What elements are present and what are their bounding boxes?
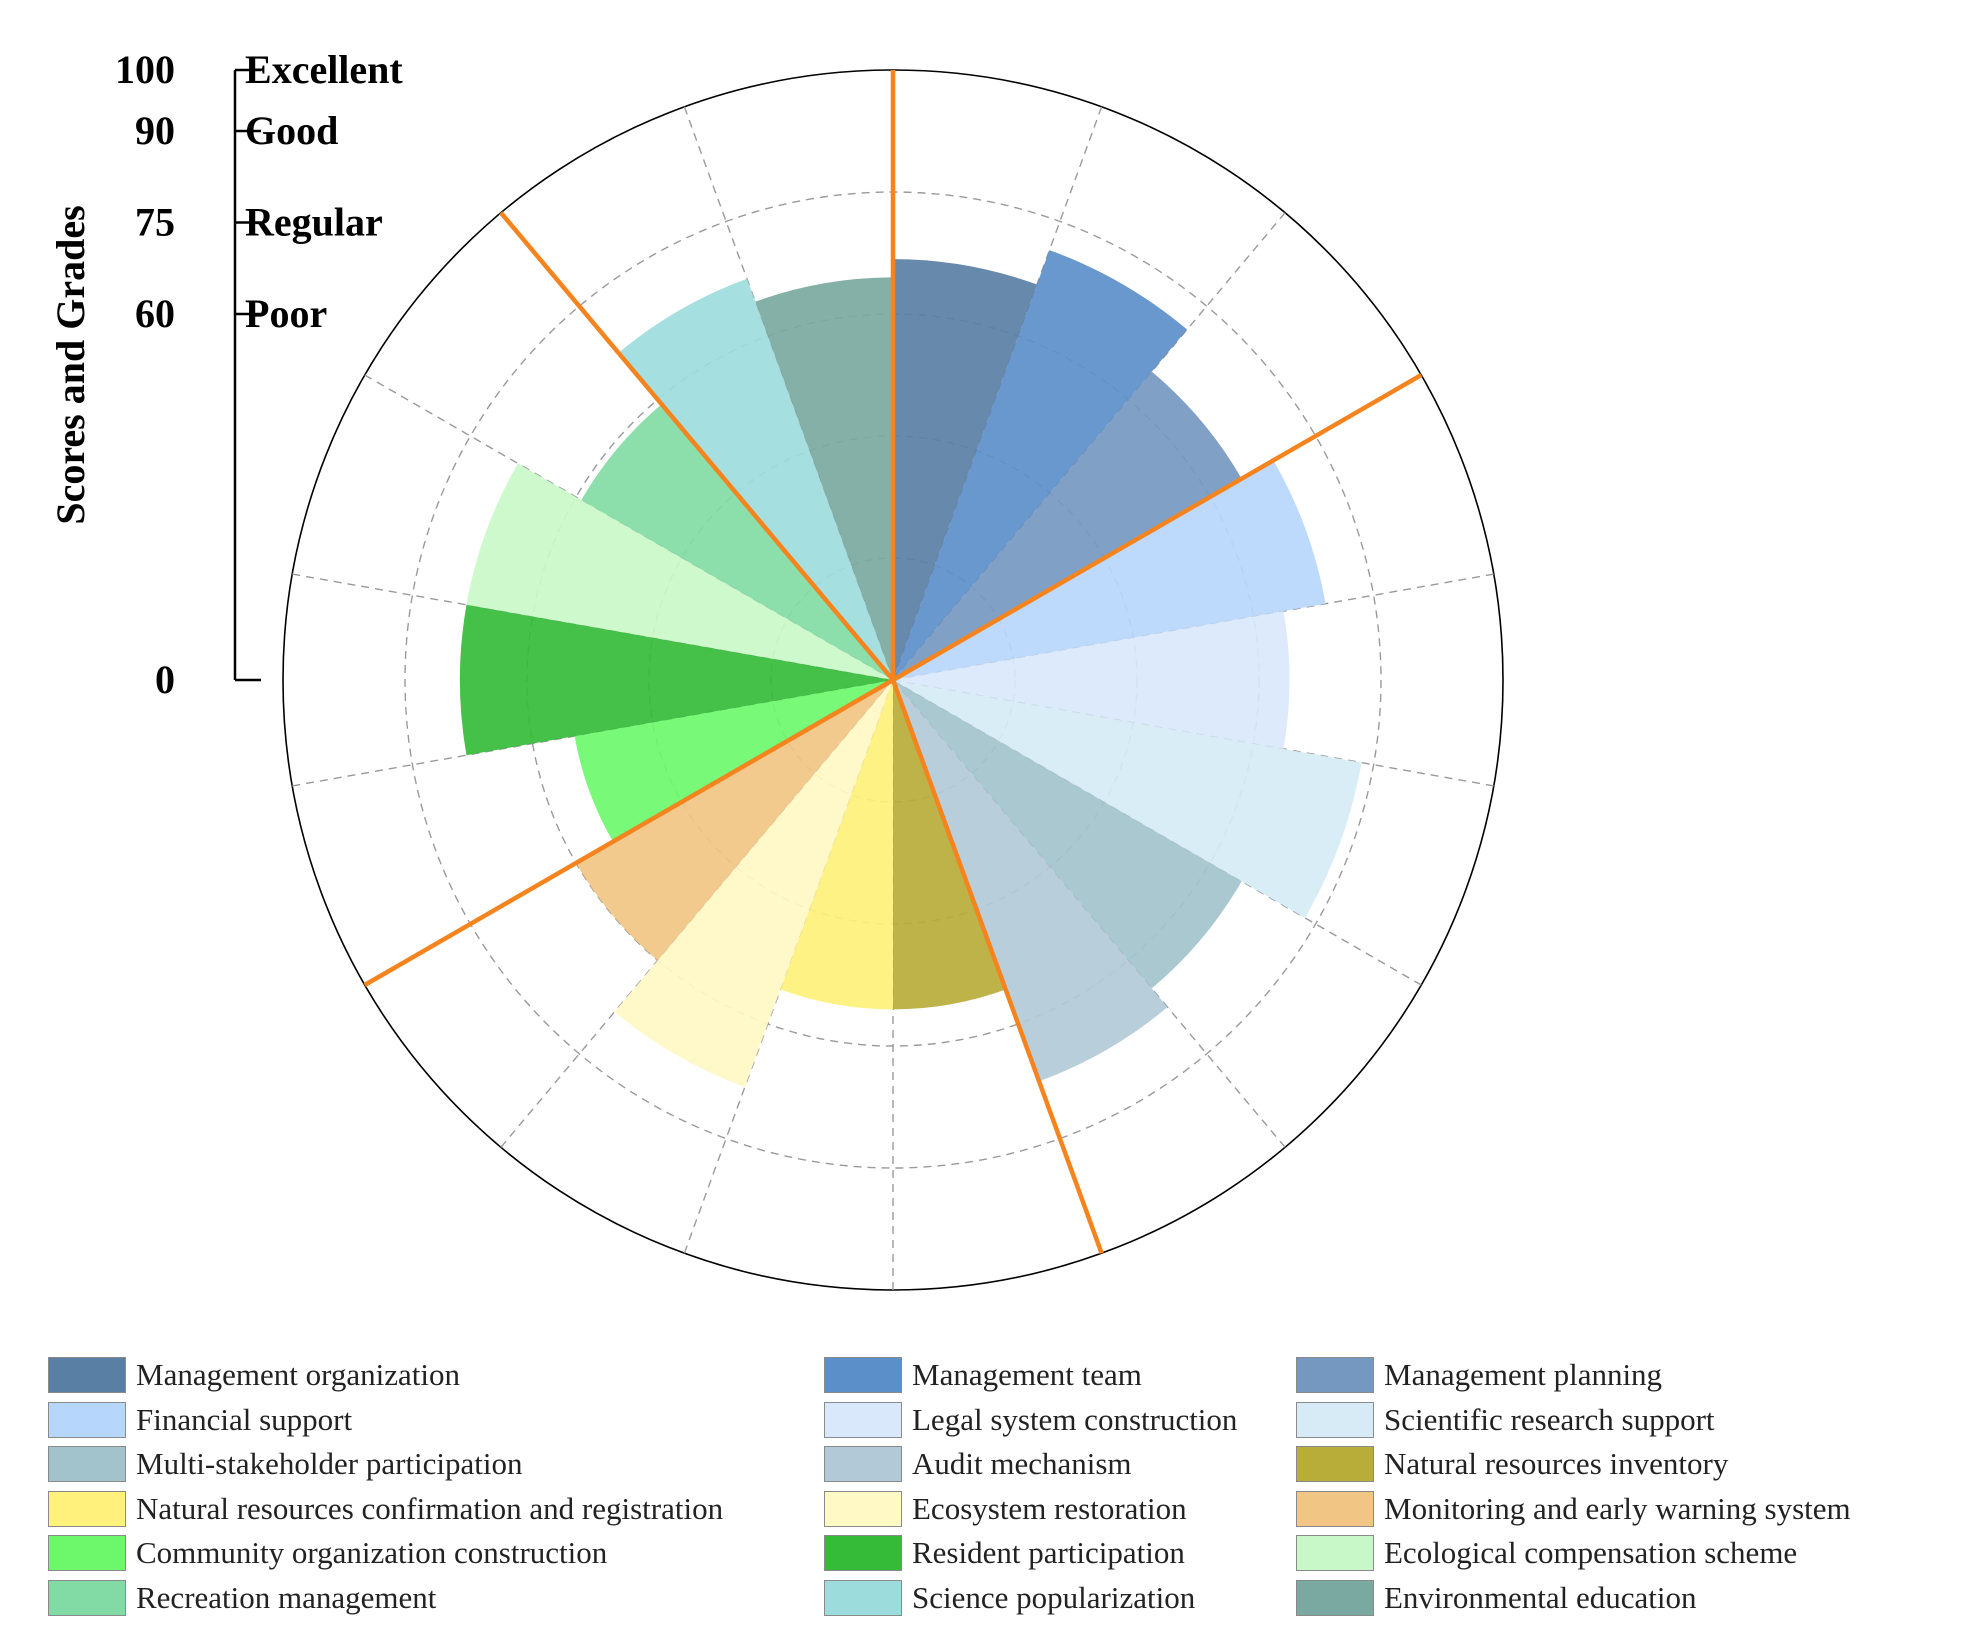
legend-item: Financial support — [48, 1399, 352, 1441]
legend-item: Recreation management — [48, 1577, 436, 1619]
bar-management-organization — [893, 259, 1037, 680]
legend-label: Management organization — [136, 1357, 460, 1392]
grade-label: Poor — [237, 291, 327, 336]
legend-item: Management team — [824, 1354, 1142, 1396]
bar-ecological-compensation-scheme — [466, 463, 893, 680]
legend-label: Science popularization — [912, 1579, 1196, 1615]
group-divider — [363, 678, 895, 987]
legend-item: Ecological compensation scheme — [1296, 1532, 1797, 1574]
legend-swatch — [1296, 1401, 1374, 1438]
legend-label: Environmental education — [1384, 1579, 1697, 1615]
axis-tick-label: 60 — [135, 291, 175, 336]
legend-item: Natural resources confirmation and regis… — [48, 1488, 723, 1530]
legend-swatch — [48, 1490, 126, 1527]
legend-label: Management team — [912, 1357, 1142, 1392]
legend-label: Monitoring and early warning system — [1384, 1490, 1851, 1526]
grade-label: Excellent — [237, 47, 403, 92]
axis-tick-label: 100 — [115, 47, 175, 92]
legend-item: Community organization construction — [48, 1532, 607, 1574]
legend-swatch — [824, 1446, 902, 1482]
legend-swatch — [824, 1357, 902, 1393]
axis-tick-label: 75 — [135, 200, 175, 245]
legend-label: Recreation management — [136, 1579, 437, 1615]
legend-item: Management planning — [1296, 1354, 1662, 1396]
bar-recreation-management — [581, 404, 893, 680]
legend-label: Multi-stakeholder participation — [136, 1446, 523, 1481]
legend-label: Natural resources confirmation and regis… — [136, 1490, 724, 1526]
bar-science-popularization — [618, 278, 893, 680]
legend-label: Community organization construction — [136, 1535, 608, 1570]
grid-spoke — [364, 374, 894, 681]
axis-tick-label: 0 — [155, 657, 175, 702]
legend-swatch — [1296, 1446, 1374, 1482]
grade-label: Good — [237, 108, 338, 153]
group-divider — [890, 679, 1104, 1254]
legend-item: Ecosystem restoration — [824, 1488, 1187, 1530]
legend-label: Natural resources inventory — [1384, 1446, 1729, 1481]
legend-item: Natural resources inventory — [1296, 1443, 1728, 1485]
legend: Management organization Management team Ma… — [48, 1354, 1948, 1624]
bar-community-organization-construction — [574, 680, 893, 842]
bar-natural-resources-confirmation-and-registration — [780, 680, 893, 1010]
legend-swatch — [824, 1490, 902, 1527]
axis-title: Scores and Grades — [48, 205, 93, 524]
bar-scientific-research-support — [893, 680, 1362, 918]
legend-label: Legal system construction — [912, 1401, 1238, 1437]
legend-label: Ecosystem restoration — [912, 1490, 1187, 1526]
legend-label: Financial support — [136, 1401, 353, 1437]
legend-swatch — [48, 1401, 126, 1438]
bar-audit-mechanism — [893, 680, 1168, 1082]
legend-swatch — [1296, 1490, 1374, 1527]
bar-group — [459, 250, 1362, 1087]
legend-item: Management organization — [48, 1354, 460, 1396]
bar-management-team — [893, 250, 1188, 680]
legend-label: Ecological compensation scheme — [1384, 1535, 1798, 1570]
bar-monitoring-and-early-warning-system — [576, 680, 893, 961]
legend-swatch — [824, 1579, 902, 1616]
legend-swatch — [48, 1357, 126, 1393]
legend-swatch — [824, 1401, 902, 1438]
bar-multi-stakeholder-participation — [893, 680, 1242, 989]
bar-management-planning — [893, 371, 1242, 680]
group-divider — [891, 373, 1423, 682]
legend-swatch — [48, 1535, 126, 1571]
bar-ecosystem-restoration — [614, 680, 893, 1087]
legend-item: Monitoring and early warning system — [1296, 1488, 1851, 1530]
legend-swatch — [48, 1446, 126, 1482]
grade-label: Regular — [237, 200, 383, 245]
bar-financial-support — [893, 460, 1326, 680]
legend-item: Environmental education — [1296, 1577, 1696, 1619]
legend-swatch — [48, 1579, 126, 1616]
legend-item: Resident participation — [824, 1532, 1185, 1574]
legend-item: Science popularization — [824, 1577, 1195, 1619]
score-axis: 0 60 75 90 100 Excellent Good Regular Poor — [115, 47, 403, 702]
grid-spoke — [892, 573, 1494, 681]
legend-item: Scientific research support — [1296, 1399, 1715, 1441]
group-divider — [499, 211, 895, 682]
legend-item: Multi-stakeholder participation — [48, 1443, 523, 1485]
polar-bar-chart: 0 60 75 90 100 Excellent Good Regular Poor S… — [48, 47, 1504, 1291]
legend-item: Audit mechanism — [824, 1443, 1132, 1485]
bar-environmental-education — [755, 277, 893, 680]
legend-swatch — [1296, 1357, 1374, 1393]
legend-label: Scientific research support — [1384, 1401, 1715, 1437]
legend-item: Legal system construction — [824, 1399, 1237, 1441]
legend-label: Resident participation — [912, 1535, 1185, 1570]
legend-label: Audit mechanism — [912, 1446, 1132, 1481]
group-divider-lines — [363, 70, 1423, 1254]
legend-label: Management planning — [1384, 1357, 1663, 1392]
legend-swatch — [824, 1535, 902, 1571]
legend-swatch — [1296, 1579, 1374, 1616]
bar-legal-system-construction — [893, 611, 1290, 749]
legend-swatch — [1296, 1535, 1374, 1571]
bar-resident-participation — [459, 604, 893, 756]
axis-tick-label: 90 — [135, 108, 175, 153]
